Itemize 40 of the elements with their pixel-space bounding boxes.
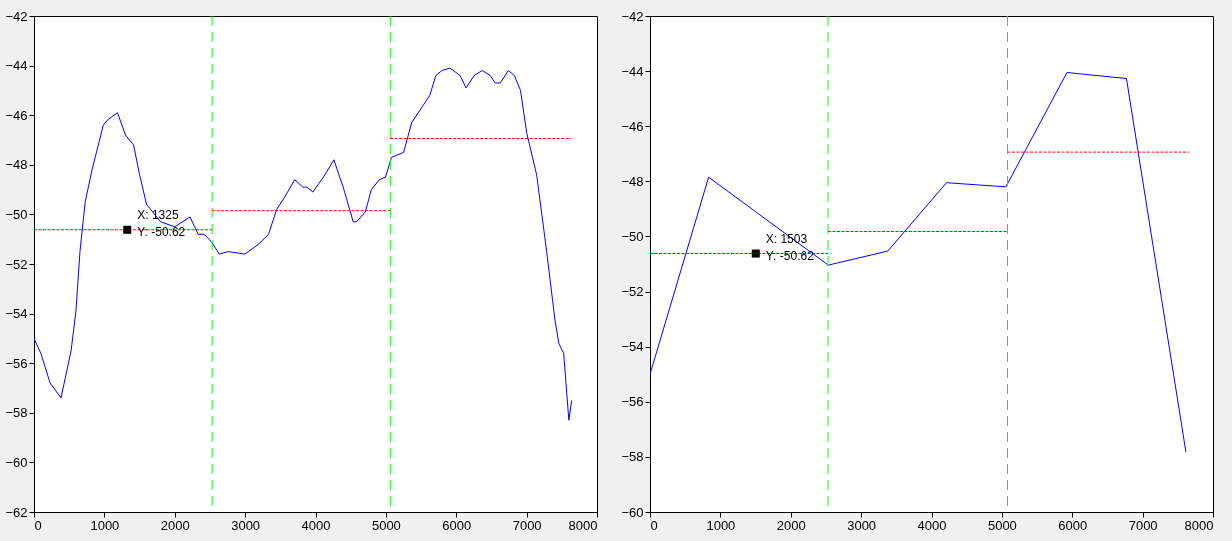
x-tick-label: 7000: [1128, 517, 1158, 533]
x-tick-label: 1000: [90, 517, 120, 533]
y-tick-label: −50: [621, 228, 644, 244]
y-tick-label: −56: [5, 355, 28, 371]
y-tick-label: −46: [621, 118, 644, 134]
y-tick-label: −50: [5, 206, 28, 222]
x-tick-label: 3000: [231, 517, 261, 533]
y-tick-label: −52: [5, 256, 28, 272]
x-tick-label: 5000: [371, 517, 401, 533]
y-tick-label: −44: [5, 58, 28, 74]
x-tick-label: 4000: [301, 517, 331, 533]
y-tick-label: −54: [621, 339, 644, 355]
annotation: X: 1325 Y: -50.62: [137, 207, 186, 239]
y-tick-label: −58: [5, 405, 28, 421]
x-tick-label: 3000: [847, 517, 877, 533]
x-tick-label: 8000: [1184, 517, 1214, 533]
y-tick-label: −58: [621, 449, 644, 465]
y-tick-label: −42: [621, 8, 644, 24]
x-tick-label: 0: [34, 517, 42, 533]
x-tick-label: 6000: [1058, 517, 1088, 533]
x-tick-label: 8000: [568, 517, 598, 533]
x-tick-label: 1000: [706, 517, 736, 533]
y-tick-label: −48: [5, 157, 28, 173]
y-tick-label: −56: [621, 394, 644, 410]
y-tick-label: −60: [5, 454, 28, 470]
x-tick-label: 5000: [987, 517, 1017, 533]
y-tick-label: −42: [5, 8, 28, 24]
y-tick-label: −48: [621, 173, 644, 189]
x-tick-label: 2000: [160, 517, 190, 533]
y-tick-label: −62: [5, 504, 28, 520]
x-tick-label: 4000: [917, 517, 947, 533]
x-tick-label: 2000: [776, 517, 806, 533]
y-tick-label: −46: [5, 107, 28, 123]
y-tick-label: −52: [621, 284, 644, 300]
y-tick-label: −54: [5, 306, 28, 322]
x-tick-label: 6000: [442, 517, 472, 533]
x-tick-label: 0: [650, 517, 658, 533]
y-tick-label: −44: [621, 63, 644, 79]
x-tick-label: 7000: [512, 517, 542, 533]
y-tick-label: −60: [621, 504, 644, 520]
